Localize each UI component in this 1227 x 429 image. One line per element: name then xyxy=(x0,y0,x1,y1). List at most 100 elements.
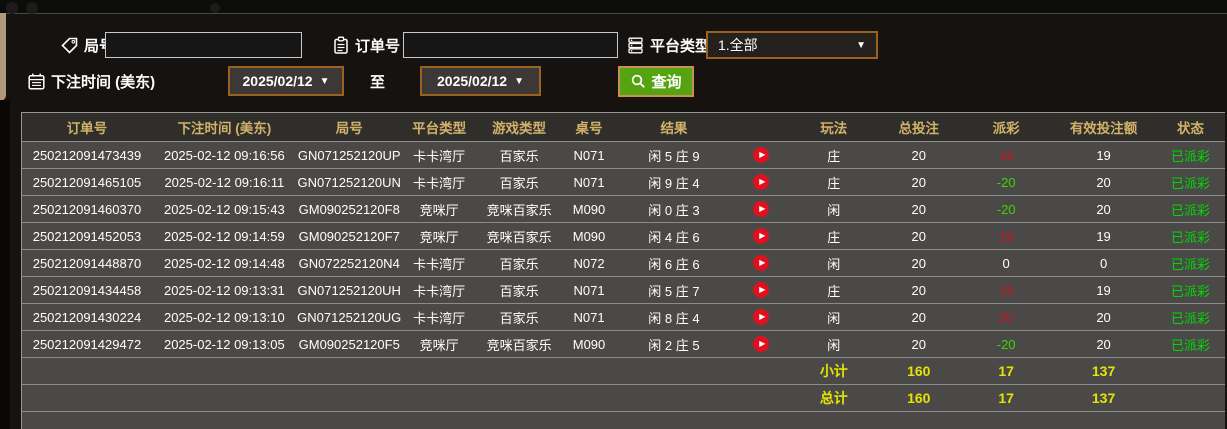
col-header-bet: 总投注 xyxy=(898,121,939,136)
col-header-order: 订单号 xyxy=(66,121,108,136)
tag-icon xyxy=(61,37,78,54)
cell-result: 闲 2 庄 5 xyxy=(648,337,700,353)
cell-result: 闲 9 庄 4 xyxy=(648,175,700,191)
table-row: 250212091448870 2025-02-12 09:14:48 GN07… xyxy=(22,249,1225,276)
col-header-payout: 派彩 xyxy=(992,121,1020,136)
cell-result: 闲 5 庄 7 xyxy=(648,283,700,299)
cell-order-number: 250212091465105 xyxy=(32,174,142,190)
cell-result: 闲 5 庄 9 xyxy=(648,148,700,164)
cell-bet-time: 2025-02-12 09:13:05 xyxy=(163,336,285,352)
cell-payout: 20 xyxy=(998,309,1014,325)
chevron-down-icon: ▼ xyxy=(856,39,866,51)
top-edge-strip xyxy=(0,0,1227,14)
cell-order-number: 250212091434458 xyxy=(32,282,142,298)
replay-play-icon[interactable]: ▶ xyxy=(753,282,770,298)
cell-valid-bet: 20 xyxy=(1096,201,1111,217)
replay-play-icon[interactable]: ▶ xyxy=(753,309,770,325)
cell-platform: 卡卡湾厅 xyxy=(413,283,466,299)
left-edge-decoration xyxy=(0,13,6,101)
bet-time-label: 下注时间 (美东) xyxy=(51,73,156,91)
cell-status: 已派彩 xyxy=(1170,229,1210,245)
cell-replay: ▶ xyxy=(731,304,791,330)
cell-game-type: 竞咪百家乐 xyxy=(486,337,552,353)
table-row: 250212091473439 2025-02-12 09:16:56 GN07… xyxy=(22,141,1225,168)
replay-play-icon[interactable]: ▶ xyxy=(753,336,770,352)
platform-type-label-group: 平台类型 xyxy=(626,32,710,58)
cell-replay: ▶ xyxy=(731,169,791,195)
search-button[interactable]: 查询 xyxy=(618,66,694,97)
col-header-bettype: 玩法 xyxy=(820,121,848,136)
cell-status: 已派彩 xyxy=(1170,256,1210,272)
cell-payout: -20 xyxy=(996,174,1016,190)
subtotal-row: 小计 160 17 137 xyxy=(22,357,1225,384)
cell-valid-bet: 20 xyxy=(1096,174,1111,190)
cell-payout: 19 xyxy=(998,228,1014,244)
replay-play-icon[interactable]: ▶ xyxy=(753,147,770,163)
col-header-result: 结果 xyxy=(660,121,688,136)
cell-round-number: GM090252120F5 xyxy=(298,336,400,352)
col-header-replay xyxy=(731,113,791,141)
cell-bet-type: 庄 xyxy=(827,175,841,191)
cell-order-number: 250212091460370 xyxy=(32,201,142,217)
total-valid: 137 xyxy=(1091,390,1116,406)
cell-platform: 竞咪厅 xyxy=(419,229,459,245)
cell-total-bet: 20 xyxy=(911,336,926,352)
server-stack-icon xyxy=(628,37,643,53)
cell-valid-bet: 19 xyxy=(1096,228,1111,244)
cell-bet-time: 2025-02-12 09:13:31 xyxy=(163,282,285,298)
cell-order-number: 250212091429472 xyxy=(32,336,142,352)
subtotal-label: 小计 xyxy=(819,363,848,379)
cell-payout: 19 xyxy=(998,147,1014,163)
cell-game-type: 百家乐 xyxy=(499,310,539,326)
replay-play-icon[interactable]: ▶ xyxy=(753,255,770,271)
round-number-input[interactable] xyxy=(105,32,302,58)
cell-game-type: 百家乐 xyxy=(499,175,539,191)
date-to-picker[interactable]: 2025/02/12 ▼ xyxy=(420,66,541,96)
replay-play-icon[interactable]: ▶ xyxy=(753,201,770,217)
cell-order-number: 250212091473439 xyxy=(32,147,142,163)
platform-type-selected-value: 1.全部 xyxy=(718,37,758,53)
cell-bet-type: 闲 xyxy=(827,202,841,218)
subtotal-status-empty xyxy=(1156,358,1225,384)
platform-type-select[interactable]: 1.全部 ▼ xyxy=(706,31,878,59)
cell-bet-time: 2025-02-12 09:16:56 xyxy=(163,147,285,163)
col-header-status: 状态 xyxy=(1176,121,1204,136)
order-number-label-group: 订单号 xyxy=(332,32,400,58)
cell-order-number: 250212091448870 xyxy=(32,255,142,271)
cell-platform: 卡卡湾厅 xyxy=(413,175,466,191)
total-bet: 160 xyxy=(907,390,931,406)
cell-table-number: N071 xyxy=(573,174,605,190)
cell-round-number: GM090252120F8 xyxy=(298,201,400,217)
cell-status: 已派彩 xyxy=(1170,175,1210,191)
cell-game-type: 竞咪百家乐 xyxy=(486,202,552,218)
results-table: 订单号 下注时间 (美东) 局号 平台类型 游戏类型 桌号 结果 玩法 总投注 … xyxy=(21,112,1225,429)
cell-table-number: N071 xyxy=(573,282,605,298)
cell-bet-type: 闲 xyxy=(827,310,841,326)
cell-valid-bet: 19 xyxy=(1096,282,1111,298)
cell-result: 闲 6 庄 6 xyxy=(648,256,700,272)
platform-type-label: 平台类型 xyxy=(650,37,711,55)
total-payout: 17 xyxy=(998,390,1014,406)
cell-valid-bet: 19 xyxy=(1096,147,1111,163)
search-icon xyxy=(632,74,646,88)
cell-total-bet: 20 xyxy=(911,309,926,325)
replay-play-icon[interactable]: ▶ xyxy=(753,174,770,190)
cell-status: 已派彩 xyxy=(1170,310,1210,326)
subtotal-payout: 17 xyxy=(998,363,1014,379)
cell-total-bet: 20 xyxy=(911,147,926,163)
cell-bet-time: 2025-02-12 09:16:11 xyxy=(164,174,285,190)
total-spacer xyxy=(22,385,791,411)
cell-status: 已派彩 xyxy=(1170,283,1210,299)
cell-valid-bet: 20 xyxy=(1096,336,1111,352)
cell-table-number: M090 xyxy=(572,228,606,244)
subtotal-spacer xyxy=(22,358,791,384)
col-header-round: 局号 xyxy=(335,121,363,136)
cell-result: 闲 0 庄 3 xyxy=(648,202,700,218)
cell-order-number: 250212091430224 xyxy=(32,309,142,325)
search-button-label: 查询 xyxy=(651,74,682,91)
date-from-picker[interactable]: 2025/02/12 ▼ xyxy=(228,66,344,96)
replay-play-icon[interactable]: ▶ xyxy=(753,228,770,244)
order-number-input[interactable] xyxy=(403,32,618,58)
table-row: 250212091465105 2025-02-12 09:16:11 GN07… xyxy=(22,168,1225,195)
cell-game-type: 百家乐 xyxy=(499,256,539,272)
